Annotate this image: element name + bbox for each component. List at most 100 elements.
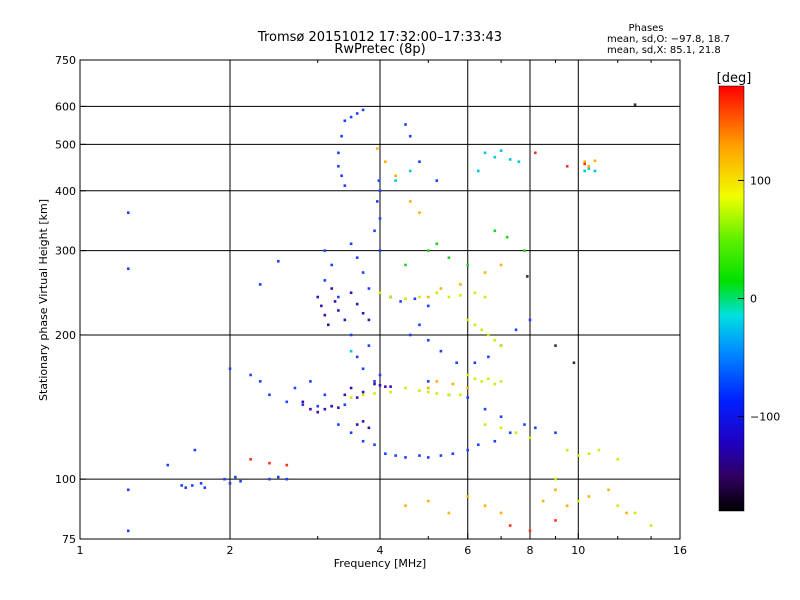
data-point (355, 396, 359, 399)
data-point (316, 404, 320, 408)
phase-legend-title: Phases (628, 23, 663, 34)
data-point (499, 511, 503, 515)
data-point (355, 423, 359, 426)
data-point (554, 477, 557, 481)
colorbar-label: [deg] (717, 71, 752, 86)
data-point (394, 179, 397, 182)
data-point (459, 393, 462, 397)
data-point (473, 361, 477, 365)
data-point (258, 283, 262, 286)
data-point (633, 511, 637, 515)
data-point (184, 486, 188, 489)
data-point (337, 164, 340, 168)
data-point (499, 149, 503, 152)
data-point (399, 300, 402, 303)
data-point (523, 249, 526, 252)
data-point (505, 235, 509, 239)
data-point (378, 249, 382, 252)
data-point (361, 108, 365, 112)
x-tick-label: 6 (464, 544, 471, 557)
data-point (649, 524, 653, 527)
data-point (340, 134, 343, 138)
data-point (384, 452, 387, 456)
data-point (293, 386, 297, 390)
data-point (361, 367, 365, 371)
data-point (576, 454, 580, 457)
data-point (514, 328, 518, 332)
data-point (528, 318, 532, 322)
data-point (528, 529, 532, 533)
data-point (361, 271, 365, 274)
data-point (587, 164, 591, 168)
data-point (483, 423, 487, 426)
data-point (126, 267, 130, 271)
data-point (404, 263, 407, 267)
data-point (593, 159, 597, 163)
y-axis-label: Stationary phase Virtual Height [km] (37, 199, 50, 401)
colorbar-tick-label: −100 (750, 411, 780, 424)
data-point (583, 160, 586, 163)
data-point (404, 297, 407, 301)
data-point (349, 349, 353, 353)
data-point (373, 392, 376, 395)
data-point (234, 475, 237, 479)
y-tick-label: 200 (55, 329, 76, 342)
data-point (330, 263, 334, 267)
data-point (487, 355, 490, 359)
data-point (349, 242, 353, 246)
chart-subtitle: RwPretec (8p) (334, 42, 425, 57)
data-point (483, 407, 487, 411)
data-point (268, 477, 271, 481)
data-point (375, 200, 379, 203)
data-point (587, 452, 591, 456)
data-point (367, 287, 371, 290)
data-point (418, 160, 421, 163)
data-point (426, 456, 430, 459)
data-point (499, 426, 503, 430)
data-point (203, 486, 207, 489)
data-point (361, 311, 365, 315)
data-point (367, 426, 371, 430)
data-point (483, 295, 487, 299)
data-point (451, 452, 455, 456)
data-point (477, 169, 480, 173)
data-point (340, 174, 343, 178)
data-point (349, 396, 353, 399)
data-point (554, 344, 557, 347)
data-point (466, 495, 470, 498)
data-point (330, 287, 334, 290)
data-point (223, 477, 226, 481)
data-point (276, 259, 280, 263)
data-point (309, 380, 312, 383)
data-point (193, 448, 197, 452)
data-point (514, 431, 518, 435)
data-point (301, 400, 305, 404)
colorbar-tick-label: 0 (750, 293, 757, 306)
data-point (268, 461, 271, 465)
chart-title: Tromsø 20151012 17:32:00–17:33:43 (257, 30, 502, 45)
x-tick-label: 1 (77, 544, 84, 557)
data-point (576, 499, 580, 503)
data-point (268, 393, 271, 397)
data-point (389, 295, 392, 299)
data-point (616, 458, 620, 461)
data-point (126, 529, 130, 533)
data-point (466, 386, 470, 390)
data-point (483, 504, 487, 508)
data-point (499, 263, 503, 267)
data-point (447, 256, 451, 259)
data-point (355, 302, 359, 306)
data-point (528, 436, 532, 440)
data-point (435, 291, 439, 295)
axis-ticks: 1 2 4 6 8 10 16 75 100 200 300 400 500 600 750 (55, 54, 687, 557)
data-point (327, 323, 330, 327)
data-point (126, 488, 130, 492)
data-point (228, 367, 232, 371)
data-point (258, 380, 262, 383)
data-point (554, 488, 557, 492)
data-point (180, 484, 184, 487)
data-point (439, 454, 443, 457)
data-point (285, 463, 289, 467)
data-point (285, 400, 289, 404)
